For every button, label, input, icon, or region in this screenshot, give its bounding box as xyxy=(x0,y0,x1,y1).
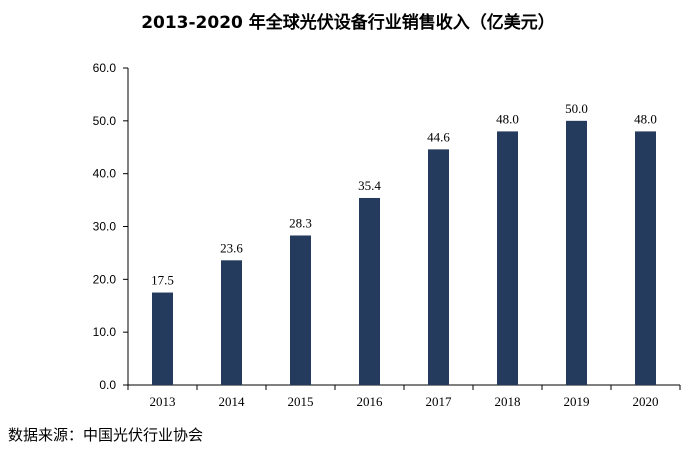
data-label-2017: 44.6 xyxy=(427,129,450,144)
bar-2020 xyxy=(635,131,656,385)
x-tick-label-2015: 2015 xyxy=(288,394,314,409)
y-tick-label: 30.0 xyxy=(93,220,117,234)
bar-2016 xyxy=(359,197,380,385)
data-label-2020: 48.0 xyxy=(634,111,657,126)
y-tick-label: 40.0 xyxy=(93,167,117,181)
data-label-2016: 35.4 xyxy=(358,178,381,193)
x-tick-label-2013: 2013 xyxy=(150,394,176,409)
chart-title: 2013-2020 年全球光伏设备行业销售收入（亿美元） xyxy=(141,13,555,33)
x-tick-label-2020: 2020 xyxy=(633,394,659,409)
bar-2018 xyxy=(497,131,518,385)
bar-2014 xyxy=(221,260,242,385)
data-label-2018: 48.0 xyxy=(496,111,519,126)
bar-2019 xyxy=(566,120,587,385)
x-tick-label-2019: 2019 xyxy=(564,394,590,409)
source-note: 数据来源：中国光伏行业协会 xyxy=(8,426,204,444)
y-tick-label: 60.0 xyxy=(93,61,117,75)
x-tick-label-2018: 2018 xyxy=(495,394,521,409)
data-label-2013: 17.5 xyxy=(151,273,174,288)
bars-group xyxy=(152,120,656,385)
data-label-2015: 28.3 xyxy=(289,215,312,230)
x-tick-label-2016: 2016 xyxy=(357,394,384,409)
axes: 0.0 10.0 20.0 30.0 40.0 50.0 60.0 xyxy=(93,61,681,392)
labels-group: 17.5 2013 23.6 2014 28.3 2015 35.4 2016 44.6 2017… xyxy=(150,101,659,409)
bar-2015 xyxy=(290,235,311,385)
y-tick-label: 20.0 xyxy=(93,272,117,286)
data-label-2019: 50.0 xyxy=(565,101,588,116)
bar-2013 xyxy=(152,292,173,385)
y-tick-label: 10.0 xyxy=(93,325,117,339)
data-label-2014: 23.6 xyxy=(220,240,243,255)
x-tick-label-2014: 2014 xyxy=(219,394,246,409)
y-tick-label: 0.0 xyxy=(99,378,116,392)
y-tick-label: 50.0 xyxy=(93,114,117,128)
x-tick-label-2017: 2017 xyxy=(426,394,453,409)
bar-2017 xyxy=(428,149,449,385)
